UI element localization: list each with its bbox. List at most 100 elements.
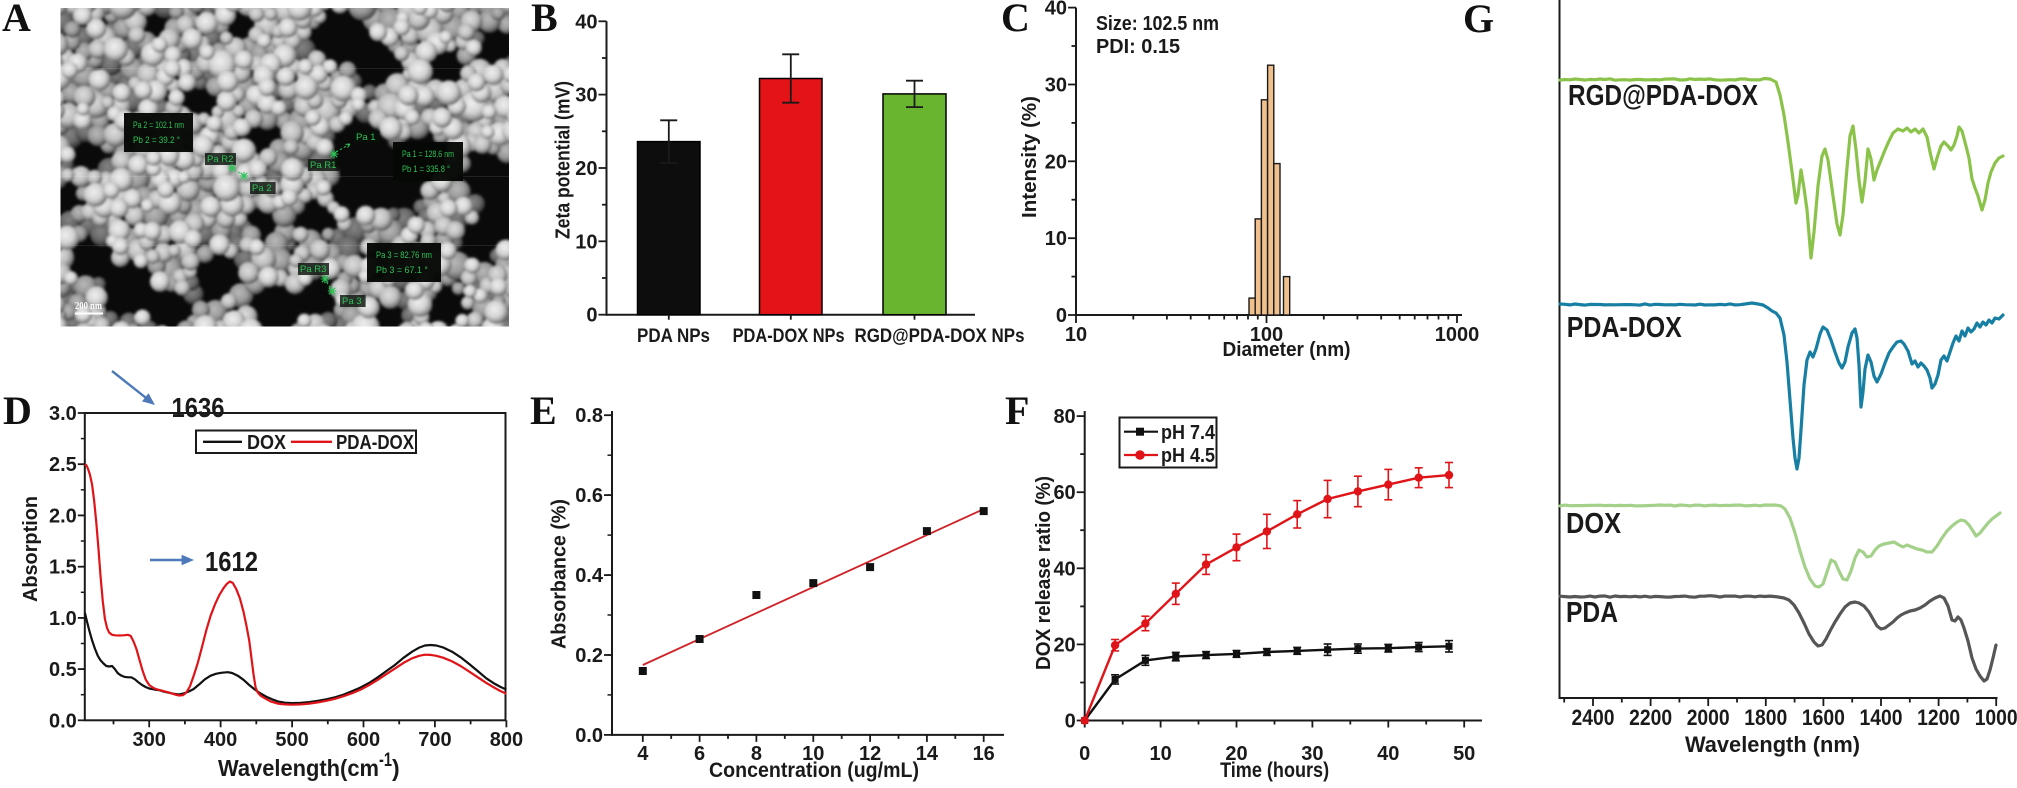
- svg-text:40: 40: [1377, 743, 1399, 765]
- svg-text:100: 100: [1250, 324, 1283, 346]
- svg-text:Pa 2: Pa 2: [252, 183, 272, 194]
- svg-text:F: F: [1005, 388, 1029, 433]
- svg-text:800: 800: [490, 729, 523, 751]
- svg-text:1.5: 1.5: [49, 557, 77, 579]
- svg-text:10: 10: [575, 231, 597, 253]
- svg-text:300: 300: [133, 729, 166, 751]
- svg-text:Pb 2 = 39.2 °: Pb 2 = 39.2 °: [133, 135, 180, 145]
- svg-text:PDA-DOX: PDA-DOX: [1567, 312, 1683, 344]
- svg-text:8: 8: [751, 743, 762, 765]
- svg-text:PDA: PDA: [1566, 597, 1618, 629]
- svg-text:A: A: [2, 0, 31, 40]
- svg-text:1.0: 1.0: [49, 608, 77, 630]
- svg-text:0.0: 0.0: [575, 725, 603, 747]
- svg-text:1000: 1000: [1435, 324, 1480, 346]
- svg-text:Time (hours): Time (hours): [1220, 759, 1329, 782]
- svg-text:0.8: 0.8: [575, 405, 603, 427]
- svg-text:RGD@PDA-DOX: RGD@PDA-DOX: [1568, 80, 1759, 112]
- svg-text:1000: 1000: [1975, 705, 2017, 730]
- svg-text:Pa R3: Pa R3: [300, 264, 326, 275]
- svg-text:40: 40: [1053, 558, 1075, 580]
- svg-text:60: 60: [1053, 482, 1075, 504]
- svg-text:Absorbance (%): Absorbance (%): [549, 499, 571, 649]
- svg-text:6: 6: [694, 743, 705, 765]
- svg-text:3.0: 3.0: [49, 403, 77, 425]
- svg-text:Absorption: Absorption: [20, 496, 42, 602]
- svg-text:0: 0: [1079, 743, 1090, 765]
- svg-text:0.5: 0.5: [49, 659, 77, 681]
- svg-text:0: 0: [586, 305, 597, 327]
- svg-text:40: 40: [1045, 0, 1067, 20]
- svg-text:80: 80: [1053, 406, 1075, 428]
- svg-text:Size: 102.5 nm: Size: 102.5 nm: [1096, 13, 1219, 35]
- svg-text:700: 700: [418, 729, 451, 751]
- svg-text:30: 30: [1045, 75, 1067, 97]
- svg-text:20: 20: [1225, 743, 1247, 765]
- svg-text:2400: 2400: [1572, 705, 1615, 730]
- svg-text:1600: 1600: [1802, 705, 1845, 730]
- svg-text:2.5: 2.5: [49, 454, 77, 476]
- svg-text:PDI: 0.15: PDI: 0.15: [1096, 36, 1180, 58]
- svg-text:1612: 1612: [205, 546, 258, 577]
- svg-text:10: 10: [1149, 743, 1171, 765]
- svg-text:4: 4: [637, 743, 649, 765]
- svg-text:10: 10: [802, 743, 824, 765]
- svg-text:20: 20: [1045, 151, 1067, 173]
- svg-text:Pb 3 = 67.1 °: Pb 3 = 67.1 °: [376, 265, 428, 275]
- svg-text:1200: 1200: [1917, 705, 1960, 730]
- svg-text:0: 0: [1056, 305, 1067, 327]
- svg-text:20: 20: [1053, 634, 1075, 656]
- svg-text:Concentration (ug/mL): Concentration (ug/mL): [709, 759, 919, 782]
- svg-text:10: 10: [1065, 324, 1087, 346]
- svg-text:30: 30: [575, 85, 597, 107]
- svg-text:0.0: 0.0: [49, 710, 77, 732]
- svg-text:0.6: 0.6: [575, 485, 603, 507]
- svg-text:Wavelength (nm): Wavelength (nm): [1685, 732, 1860, 757]
- svg-text:DOX release ratio (%): DOX release ratio (%): [1033, 476, 1055, 670]
- svg-text:600: 600: [347, 729, 380, 751]
- svg-text:12: 12: [859, 743, 881, 765]
- svg-text:pH 4.5: pH 4.5: [1161, 445, 1215, 467]
- svg-text:Pa R1: Pa R1: [310, 160, 336, 171]
- svg-text:2000: 2000: [1687, 705, 1730, 730]
- svg-text:16: 16: [973, 743, 995, 765]
- svg-text:1800: 1800: [1744, 705, 1787, 730]
- svg-text:10: 10: [1045, 228, 1067, 250]
- svg-text:1400: 1400: [1860, 705, 1903, 730]
- svg-text:0.2: 0.2: [575, 645, 603, 667]
- svg-text:DOX: DOX: [247, 432, 287, 454]
- svg-text:E: E: [530, 388, 557, 433]
- svg-text:14: 14: [916, 743, 939, 765]
- svg-text:20: 20: [575, 158, 597, 180]
- svg-text:50: 50: [1453, 743, 1475, 765]
- svg-text:400: 400: [204, 729, 237, 751]
- svg-text:pH 7.4: pH 7.4: [1161, 422, 1216, 444]
- svg-text:200 nm: 200 nm: [75, 300, 102, 312]
- svg-text:Pa 1: Pa 1: [356, 132, 376, 143]
- svg-text:2.0: 2.0: [49, 505, 77, 527]
- svg-text:D: D: [3, 388, 32, 433]
- svg-text:0.4: 0.4: [575, 565, 604, 587]
- svg-text:0: 0: [1065, 711, 1076, 733]
- svg-text:Pa 1 = 128.6 nm: Pa 1 = 128.6 nm: [402, 149, 454, 159]
- svg-text:B: B: [531, 0, 558, 40]
- svg-text:Diameter (nm): Diameter (nm): [1223, 339, 1351, 361]
- svg-text:PDA-DOX: PDA-DOX: [336, 432, 415, 454]
- svg-text:1636: 1636: [172, 392, 225, 423]
- svg-text:Pa 2 = 102.1 nm: Pa 2 = 102.1 nm: [133, 120, 184, 130]
- svg-text:PDA NPs: PDA NPs: [637, 326, 710, 347]
- svg-text:500: 500: [275, 729, 308, 751]
- svg-text:C: C: [1001, 0, 1030, 40]
- svg-text:RGD@PDA-DOX NPs: RGD@PDA-DOX NPs: [855, 326, 1025, 347]
- svg-text:Pa 3 = 82.76 nm: Pa 3 = 82.76 nm: [376, 250, 432, 260]
- svg-text:Pa R2: Pa R2: [207, 154, 233, 165]
- svg-text:Wavelength(cm-1): Wavelength(cm-1): [218, 750, 400, 781]
- svg-text:DOX: DOX: [1566, 508, 1622, 540]
- svg-text:G: G: [1463, 0, 1494, 41]
- svg-text:30: 30: [1301, 743, 1323, 765]
- svg-text:Intensity (%): Intensity (%): [1019, 96, 1041, 218]
- svg-text:40: 40: [575, 11, 597, 33]
- svg-text:Pa 3: Pa 3: [342, 296, 362, 307]
- svg-text:2200: 2200: [1629, 705, 1672, 730]
- svg-text:Pb 1 = 335.8 °: Pb 1 = 335.8 °: [402, 164, 450, 174]
